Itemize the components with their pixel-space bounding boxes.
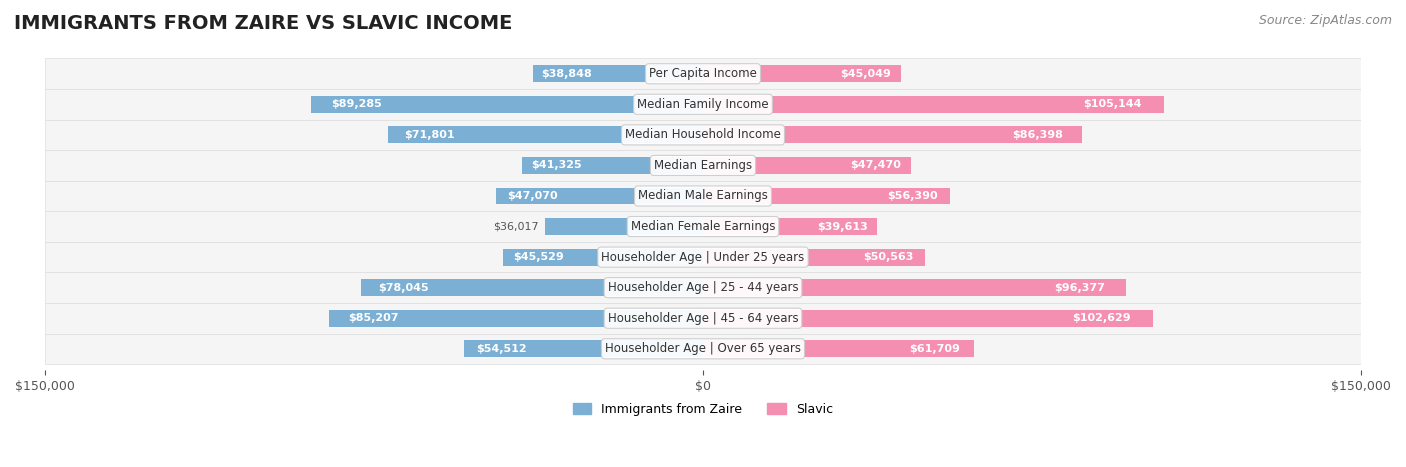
Bar bbox=[703, 188, 950, 205]
Text: Median Family Income: Median Family Income bbox=[637, 98, 769, 111]
Text: IMMIGRANTS FROM ZAIRE VS SLAVIC INCOME: IMMIGRANTS FROM ZAIRE VS SLAVIC INCOME bbox=[14, 14, 512, 33]
Bar bbox=[533, 65, 703, 82]
Text: Householder Age | 25 - 44 years: Householder Age | 25 - 44 years bbox=[607, 281, 799, 294]
Text: $86,398: $86,398 bbox=[1012, 130, 1063, 140]
Bar bbox=[703, 279, 1126, 296]
Bar bbox=[503, 249, 703, 266]
Text: $56,390: $56,390 bbox=[887, 191, 938, 201]
Bar bbox=[45, 89, 1361, 120]
Text: $47,470: $47,470 bbox=[851, 161, 901, 170]
Text: $38,848: $38,848 bbox=[541, 69, 592, 79]
Text: Median Female Earnings: Median Female Earnings bbox=[631, 220, 775, 233]
Bar bbox=[329, 310, 703, 326]
Bar bbox=[388, 127, 703, 143]
Bar bbox=[546, 218, 703, 235]
Bar bbox=[703, 310, 1153, 326]
Text: $45,049: $45,049 bbox=[839, 69, 891, 79]
Text: $78,045: $78,045 bbox=[378, 283, 429, 293]
Text: $45,529: $45,529 bbox=[513, 252, 564, 262]
Text: $61,709: $61,709 bbox=[910, 344, 960, 354]
Text: $39,613: $39,613 bbox=[817, 221, 868, 232]
Text: Median Earnings: Median Earnings bbox=[654, 159, 752, 172]
Text: $85,207: $85,207 bbox=[347, 313, 398, 323]
Text: $50,563: $50,563 bbox=[863, 252, 914, 262]
Bar bbox=[703, 127, 1083, 143]
Bar bbox=[703, 218, 877, 235]
Bar bbox=[45, 242, 1361, 272]
Bar bbox=[45, 58, 1361, 89]
Text: $36,017: $36,017 bbox=[492, 221, 538, 232]
Text: $105,144: $105,144 bbox=[1083, 99, 1142, 109]
Bar bbox=[45, 181, 1361, 211]
Text: $71,801: $71,801 bbox=[404, 130, 454, 140]
Text: Householder Age | 45 - 64 years: Householder Age | 45 - 64 years bbox=[607, 312, 799, 325]
Bar bbox=[703, 65, 901, 82]
Bar bbox=[45, 120, 1361, 150]
Text: Householder Age | Under 25 years: Householder Age | Under 25 years bbox=[602, 251, 804, 263]
Text: Source: ZipAtlas.com: Source: ZipAtlas.com bbox=[1258, 14, 1392, 27]
Text: $89,285: $89,285 bbox=[330, 99, 381, 109]
Bar bbox=[311, 96, 703, 113]
Bar bbox=[496, 188, 703, 205]
Text: $102,629: $102,629 bbox=[1073, 313, 1130, 323]
Bar bbox=[360, 279, 703, 296]
Bar bbox=[703, 249, 925, 266]
Text: Per Capita Income: Per Capita Income bbox=[650, 67, 756, 80]
Bar bbox=[522, 157, 703, 174]
Text: $41,325: $41,325 bbox=[531, 161, 582, 170]
Bar bbox=[45, 272, 1361, 303]
Text: $54,512: $54,512 bbox=[475, 344, 526, 354]
Bar bbox=[703, 340, 974, 357]
Text: $47,070: $47,070 bbox=[506, 191, 557, 201]
Bar bbox=[703, 157, 911, 174]
Bar bbox=[45, 211, 1361, 242]
Bar bbox=[45, 150, 1361, 181]
Bar bbox=[45, 303, 1361, 333]
Bar bbox=[464, 340, 703, 357]
Text: Median Male Earnings: Median Male Earnings bbox=[638, 190, 768, 203]
Text: Median Household Income: Median Household Income bbox=[626, 128, 780, 142]
Text: Householder Age | Over 65 years: Householder Age | Over 65 years bbox=[605, 342, 801, 355]
Bar bbox=[703, 96, 1164, 113]
Text: $96,377: $96,377 bbox=[1054, 283, 1105, 293]
Bar bbox=[45, 333, 1361, 364]
Legend: Immigrants from Zaire, Slavic: Immigrants from Zaire, Slavic bbox=[568, 398, 838, 421]
